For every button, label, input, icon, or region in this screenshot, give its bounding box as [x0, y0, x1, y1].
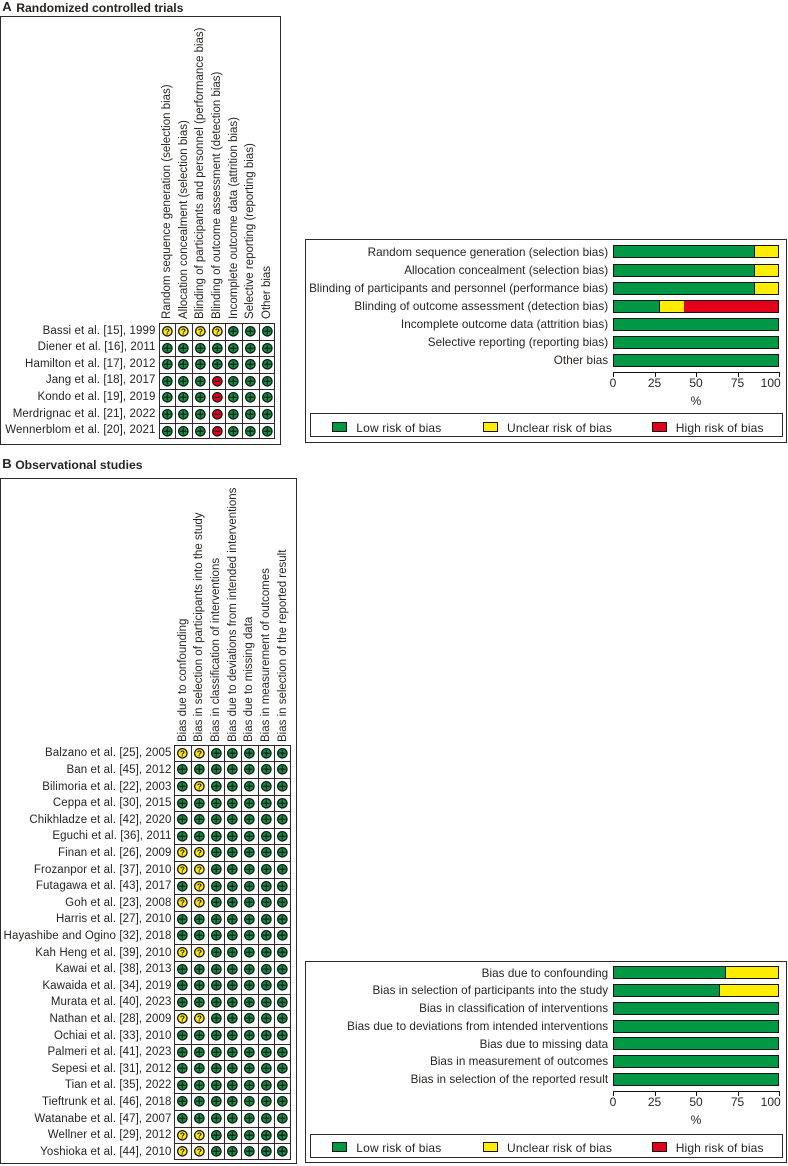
- svg-text:?: ?: [197, 1130, 202, 1140]
- svg-text:?: ?: [180, 1014, 185, 1024]
- svg-text:?: ?: [197, 781, 202, 791]
- svg-text:?: ?: [180, 1130, 185, 1140]
- svg-text:?: ?: [180, 848, 185, 858]
- svg-text:?: ?: [180, 864, 185, 874]
- svg-text:?: ?: [197, 947, 202, 957]
- svg-text:?: ?: [214, 326, 219, 336]
- svg-text:?: ?: [197, 848, 202, 858]
- svg-text:?: ?: [180, 748, 185, 758]
- svg-text:?: ?: [198, 326, 203, 336]
- svg-text:?: ?: [180, 898, 185, 908]
- svg-text:?: ?: [197, 864, 202, 874]
- svg-text:?: ?: [197, 881, 202, 891]
- svg-text:?: ?: [180, 947, 185, 957]
- svg-text:?: ?: [197, 748, 202, 758]
- svg-text:?: ?: [181, 326, 186, 336]
- svg-text:?: ?: [180, 1147, 185, 1157]
- svg-text:?: ?: [197, 898, 202, 908]
- svg-text:?: ?: [197, 1014, 202, 1024]
- svg-text:?: ?: [197, 1147, 202, 1157]
- svg-text:?: ?: [164, 326, 169, 336]
